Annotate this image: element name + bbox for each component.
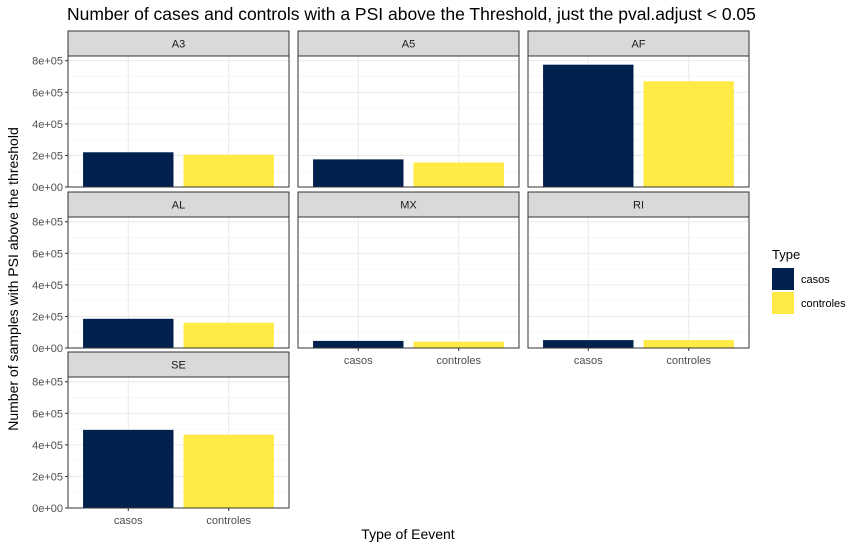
- facet-panel-a3: A3 0e+00 2e+05 4e+05 6e+05 8e+05: [32, 30, 290, 194]
- facet-strip: [67, 351, 290, 378]
- facet-strip-label: AL: [172, 200, 185, 212]
- bar-al-controles: [183, 322, 274, 348]
- y-tick-label: 6e+05: [32, 87, 63, 99]
- facet-strip: [297, 30, 520, 57]
- bar-a5-controles: [413, 162, 504, 187]
- legend-title: Type: [772, 247, 800, 262]
- facet-strip: [527, 191, 750, 218]
- y-tick-label: 8e+05: [32, 217, 63, 229]
- facet-strip: [67, 191, 290, 218]
- y-tick-label: 8e+05: [32, 377, 63, 389]
- facet-strip: [527, 30, 750, 57]
- bar-af-controles: [643, 81, 734, 187]
- x-axis-title: Type of Eevent: [361, 526, 455, 542]
- bar-mx-casos: [313, 340, 404, 348]
- facet-panel-ri: RI casos controles: [527, 191, 750, 367]
- y-tick-label: 2e+05: [32, 471, 63, 483]
- bar-a3-controles: [183, 154, 274, 187]
- facet-panel-af: AF: [527, 30, 750, 188]
- facet-strip-label: RI: [633, 200, 644, 212]
- bar-a5-casos: [313, 159, 404, 187]
- facet-strip-label: SE: [171, 360, 186, 372]
- facet-strip: [67, 30, 290, 57]
- bar-mx-controles: [413, 341, 504, 348]
- legend-key-casos: [772, 268, 794, 290]
- panel-background: [528, 217, 749, 348]
- legend-key-controles: [772, 292, 794, 314]
- bar-se-casos: [83, 429, 174, 508]
- y-tick-label: 4e+05: [32, 440, 63, 452]
- x-tick-label: casos: [114, 515, 143, 527]
- bar-al-casos: [83, 318, 174, 348]
- facet-strip-label: A3: [172, 39, 185, 51]
- bar-ri-casos: [543, 340, 634, 348]
- x-tick-label: controles: [666, 355, 711, 367]
- bar-a3-casos: [83, 152, 174, 187]
- legend-label-casos: casos: [801, 274, 830, 286]
- x-tick-label: controles: [206, 515, 251, 527]
- bar-ri-controles: [643, 340, 734, 348]
- y-tick-label: 6e+05: [32, 248, 63, 260]
- legend-label-controles: controles: [801, 298, 846, 310]
- y-tick-label: 4e+05: [32, 119, 63, 131]
- facet-panel-mx: MX casos controles: [297, 191, 520, 367]
- y-tick-label: 0e+00: [32, 503, 63, 515]
- facet-panel-al: AL 0e+00 2e+05 4e+05 6e+05 8e+05: [32, 191, 290, 355]
- y-tick-label: 4e+05: [32, 280, 63, 292]
- facet-strip-label: AF: [631, 39, 645, 51]
- facet-strip: [297, 191, 520, 218]
- bar-af-casos: [543, 64, 634, 187]
- x-tick-label: casos: [344, 355, 373, 367]
- x-tick-label: controles: [436, 355, 481, 367]
- y-tick-label: 8e+05: [32, 56, 63, 68]
- legend: Type casos controles: [772, 247, 846, 314]
- bar-se-controles: [183, 434, 274, 508]
- y-tick-label: 0e+00: [32, 182, 63, 194]
- y-tick-label: 6e+05: [32, 408, 63, 420]
- panel-background: [298, 217, 519, 348]
- y-tick-label: 2e+05: [32, 311, 63, 323]
- facet-panels: A3 0e+00 2e+05 4e+05 6e+05 8e+05 A5 AF AL 0e+00 2e…: [32, 30, 750, 527]
- y-tick-label: 0e+00: [32, 343, 63, 355]
- chart-title: Number of cases and controls with a PSI …: [67, 4, 756, 24]
- facet-panel-se: SE 0e+00 2e+05 4e+05 6e+05 8e+05 casos controle…: [32, 351, 290, 527]
- y-axis-title: Number of samples with PSI above the thr…: [5, 127, 21, 431]
- y-tick-label: 2e+05: [32, 150, 63, 162]
- facet-strip-label: A5: [402, 39, 415, 51]
- facet-strip-label: MX: [400, 200, 417, 212]
- x-tick-label: casos: [574, 355, 603, 367]
- facet-panel-a5: A5: [297, 30, 520, 188]
